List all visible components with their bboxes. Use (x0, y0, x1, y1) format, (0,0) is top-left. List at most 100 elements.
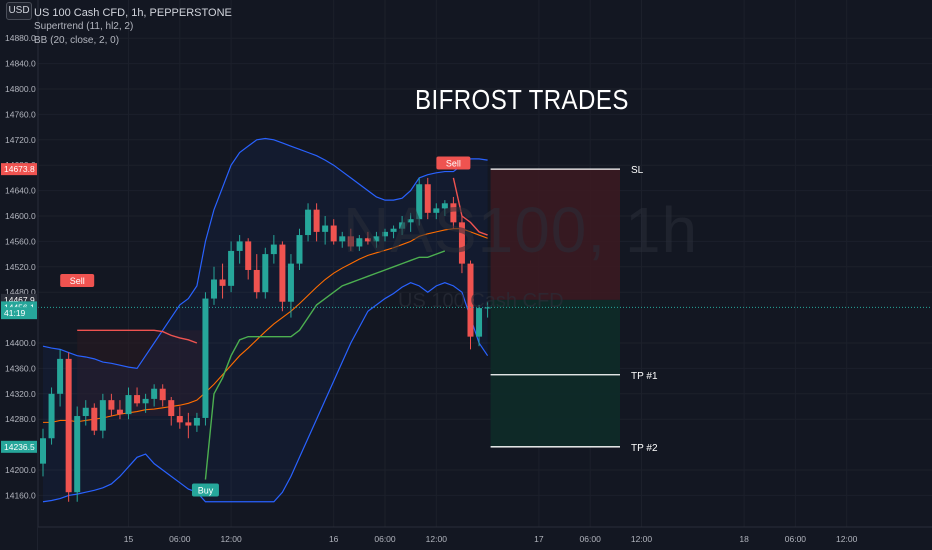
candle-down[interactable] (168, 400, 175, 417)
candle-up[interactable] (296, 235, 303, 264)
candle-up[interactable] (476, 308, 483, 337)
symbol-watermark: NAS100, 1h (343, 194, 699, 266)
price-label-badge[interactable] (1, 163, 37, 176)
price-tick-label: 14760.0 (5, 109, 36, 119)
price-tick-label: 14160.0 (5, 490, 36, 500)
candle-down[interactable] (450, 203, 457, 223)
price-tick-label: 14520.0 (5, 262, 36, 272)
overlay-title: BIFROST TRADES (414, 84, 629, 115)
candle-down[interactable] (458, 222, 465, 264)
price-tick-label: 14800.0 (5, 84, 36, 94)
price-axis-background (0, 0, 38, 550)
indicator-bb[interactable]: BB (20, close, 2, 0) (34, 35, 120, 46)
candle-up[interactable] (57, 358, 64, 394)
price-label-badge[interactable] (1, 307, 37, 320)
candle-up[interactable] (382, 231, 388, 237)
chart-legend: US 100 Cash CFD, 1h, PEPPERSTONE Supertr… (8, 6, 232, 48)
candle-up[interactable] (82, 407, 89, 417)
bb-fill (43, 138, 488, 502)
buy-signal-label: Buy (198, 486, 214, 496)
price-tick-label: 14720.0 (5, 135, 36, 145)
candle-up[interactable] (193, 417, 200, 426)
candle-up[interactable] (151, 388, 158, 399)
candle-up[interactable] (262, 254, 269, 293)
candle-up[interactable] (416, 184, 423, 220)
bb-lower-line (42, 282, 489, 503)
candle-up[interactable] (339, 236, 346, 242)
price-label-text: 41:19 (4, 308, 26, 318)
candle-up[interactable] (322, 225, 329, 232)
bollinger-bands (42, 137, 489, 503)
stop-loss-zone (490, 169, 620, 300)
candle-down[interactable] (253, 269, 260, 293)
candle-down[interactable] (108, 400, 115, 410)
candle-up[interactable] (74, 416, 81, 493)
time-tick-label: 15 (124, 534, 134, 544)
candle-down[interactable] (185, 422, 192, 426)
candle-down[interactable] (116, 409, 123, 415)
candle-down[interactable] (219, 279, 226, 286)
time-tick-label: 16 (329, 534, 339, 544)
candle-up[interactable] (373, 236, 380, 242)
price-label-badge[interactable] (1, 440, 37, 453)
candle-down[interactable] (159, 388, 166, 401)
candle-down[interactable] (91, 407, 98, 431)
candle-up[interactable] (484, 307, 491, 309)
candle-up[interactable] (48, 393, 55, 439)
candle-down[interactable] (330, 225, 337, 242)
indicator-supertrend[interactable]: Supertrend (11, hl2, 2) (34, 21, 134, 32)
sell-signal-label: Sell (70, 276, 85, 286)
candles[interactable] (40, 177, 491, 502)
price-tick-label: 14880.0 (5, 33, 36, 43)
candle-down[interactable] (313, 209, 320, 232)
price-tick-label: 14640.0 (5, 186, 36, 196)
candle-up[interactable] (399, 222, 406, 229)
time-tick-label: 06:00 (169, 534, 191, 544)
sell-signal-label: Sell (446, 159, 461, 169)
candle-down[interactable] (424, 184, 431, 213)
candle-down[interactable] (134, 395, 141, 404)
candle-down[interactable] (364, 238, 371, 242)
candle-up[interactable] (211, 279, 217, 299)
candle-up[interactable] (305, 209, 312, 236)
candle-up[interactable] (142, 398, 149, 404)
candle-down[interactable] (65, 358, 72, 493)
supertrend-line (77, 177, 488, 480)
candle-up[interactable] (270, 244, 277, 255)
candle-up[interactable] (433, 208, 440, 213)
currency-badge[interactable]: USD (6, 2, 32, 20)
price-label-text: 14236.5 (4, 442, 35, 452)
sell-signal-badge (436, 156, 471, 170)
time-tick-label: 06:00 (785, 534, 807, 544)
candle-down[interactable] (176, 416, 183, 423)
candle-up[interactable] (441, 203, 448, 209)
candle-up[interactable] (125, 395, 132, 415)
candle-up[interactable] (99, 400, 106, 431)
position-tool[interactable]: SL TP #1 TP #2 (38, 165, 932, 454)
time-tick-label: 12:00 (426, 534, 448, 544)
candle-up[interactable] (40, 438, 46, 464)
sell-signal-badge (60, 274, 95, 288)
level-label: TP #2 (631, 443, 658, 454)
bb-upper-line (42, 137, 488, 370)
candle-down[interactable] (279, 244, 286, 302)
price-tick-label: 14480.0 (5, 287, 36, 297)
candle-up[interactable] (236, 241, 243, 251)
candle-up[interactable] (390, 228, 397, 232)
candle-up[interactable] (202, 298, 209, 418)
supertrend-down-segment (77, 329, 198, 344)
candle-up[interactable] (356, 238, 363, 247)
candle-up[interactable] (228, 250, 235, 286)
candle-up[interactable] (407, 219, 414, 223)
buy-signal-badge (191, 483, 219, 497)
price-label-text: 14467.9 (4, 295, 35, 305)
candle-down[interactable] (245, 241, 252, 270)
candle-down[interactable] (347, 236, 354, 247)
price-tick-label: 14200.0 (5, 465, 36, 475)
candle-down[interactable] (467, 263, 474, 337)
time-tick-label: 12:00 (220, 534, 242, 544)
symbol-title[interactable]: US 100 Cash CFD, 1h, PEPPERSTONE (34, 7, 232, 19)
candle-up[interactable] (287, 263, 294, 302)
